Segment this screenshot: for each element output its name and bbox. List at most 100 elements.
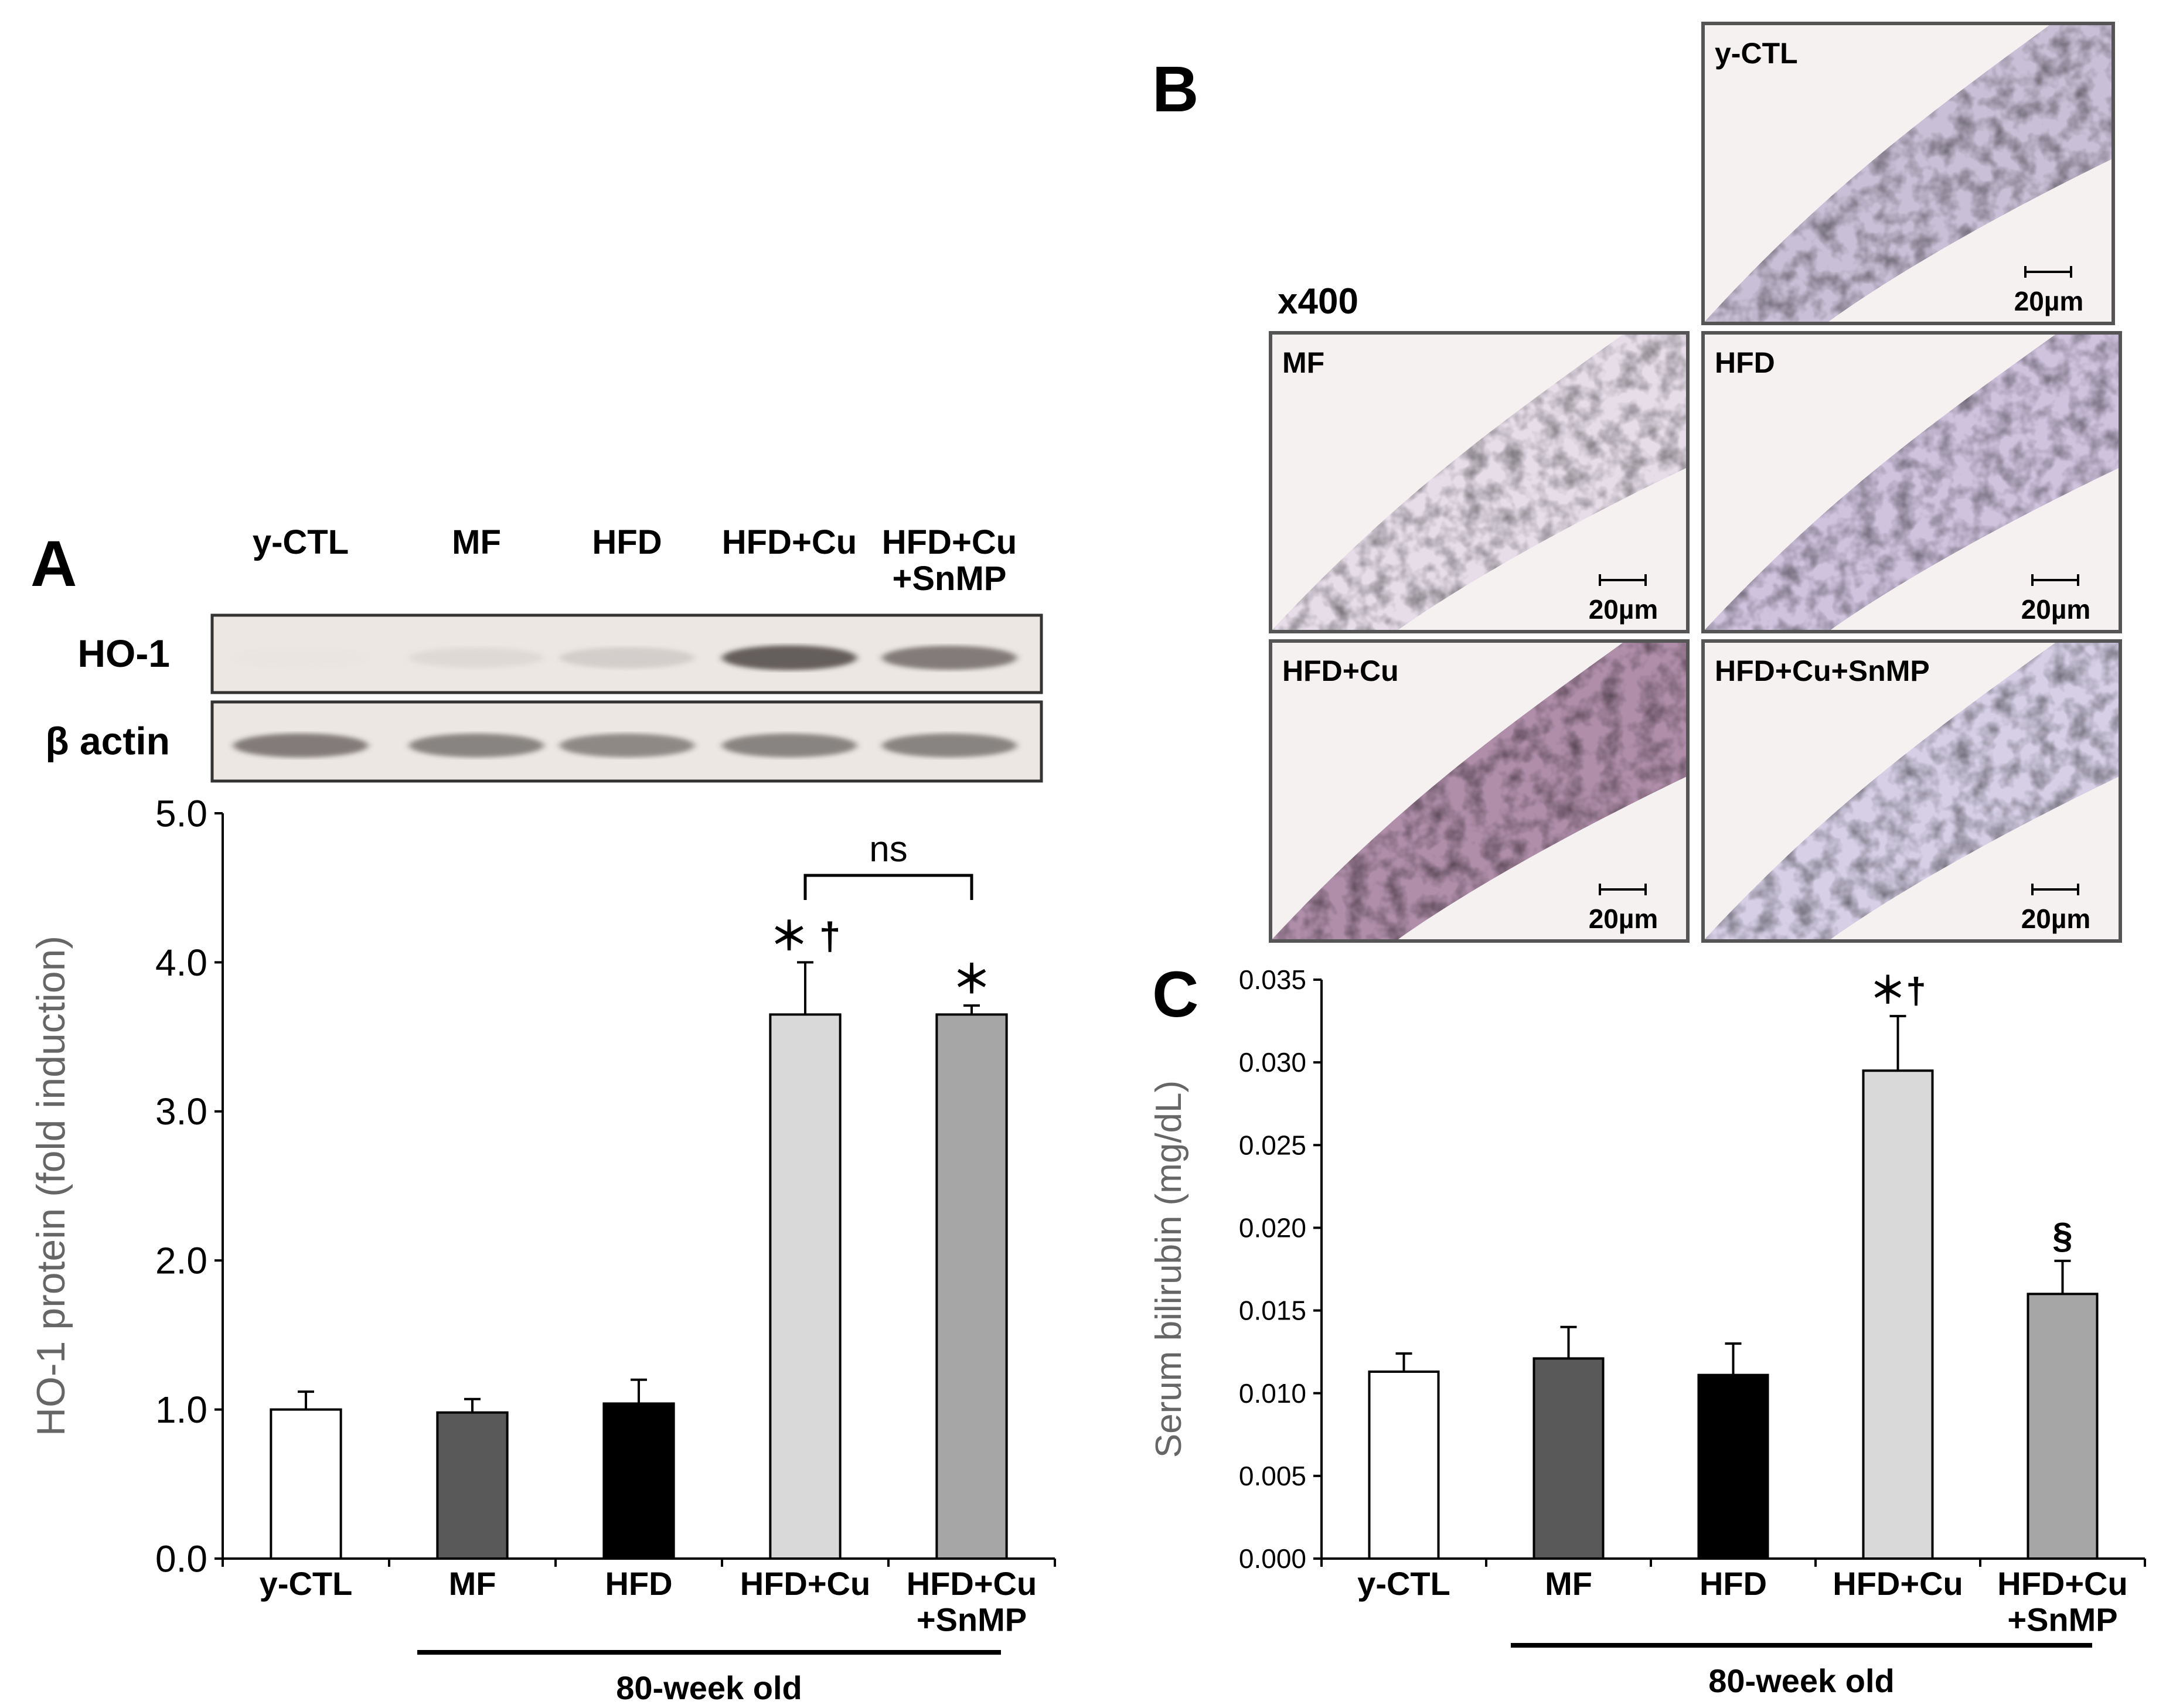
histology-panel-label: HFD+Cu xyxy=(1282,654,1399,687)
tissue-stain xyxy=(1703,333,2120,632)
histology-image: HFD+Cu 20µm xyxy=(1269,639,1690,943)
x-tick-label: MF xyxy=(449,1565,496,1602)
x-tick-label: HFD+Cu xyxy=(740,1565,870,1602)
scale-bar-label: 20µm xyxy=(1589,594,1658,625)
x-tick-label: y-CTL xyxy=(1357,1565,1450,1602)
wb-band xyxy=(233,648,368,667)
wb-lane-label: HFD+Cu xyxy=(722,523,857,561)
x-tick-label: HFD+Cu xyxy=(1833,1565,1963,1602)
bar xyxy=(436,1411,509,1560)
chart-ho1-protein: 0.0 1.0 2.0 3.0 4.0 5.0 HO-1 protein (fold ind… xyxy=(29,792,1056,1706)
image-frame xyxy=(1701,331,2122,633)
bracket-label: ns xyxy=(869,829,907,870)
y-tick-label: 4.0 xyxy=(155,942,207,984)
wb-row: HO-1 xyxy=(77,613,1043,694)
bar xyxy=(1368,1371,1440,1560)
y-tick-label: 3.0 xyxy=(155,1090,207,1133)
x-tick-label: HFD xyxy=(605,1565,672,1602)
wb-band xyxy=(722,645,857,670)
bar xyxy=(602,1402,675,1560)
y-tick-label: 1.0 xyxy=(155,1389,207,1431)
image-frame xyxy=(1269,331,1690,633)
y-tick-label: 5.0 xyxy=(155,792,207,834)
panel-label-c: C xyxy=(1152,959,1198,1031)
y-tick-label: 0.000 xyxy=(1239,1543,1306,1574)
scale-bar-label: 20µm xyxy=(1589,904,1658,934)
significance-marker: § xyxy=(2052,1216,2072,1256)
x-tick-label: HFD xyxy=(1700,1565,1767,1602)
wb-row: β actin xyxy=(45,700,1043,783)
tissue-stain xyxy=(1703,23,2113,323)
y-tick-label: 0.015 xyxy=(1239,1296,1306,1326)
scale-bar-label: 20µm xyxy=(2021,594,2091,625)
x-tick-label: y-CTL xyxy=(260,1565,353,1602)
bracket-line xyxy=(803,874,973,900)
y-tick-label: 0.010 xyxy=(1239,1378,1306,1409)
y-tick-label: 0.020 xyxy=(1239,1213,1306,1243)
significance-marker: ＊† xyxy=(1869,971,1926,1011)
group-label: 80-week old xyxy=(1708,1662,1894,1699)
histology-image: HFD 20µm xyxy=(1701,331,2122,633)
wb-band xyxy=(409,647,544,669)
bar xyxy=(2027,1293,2099,1560)
wb-band xyxy=(560,734,694,758)
tissue-stain xyxy=(1271,333,1688,632)
group-label: 80-week old xyxy=(616,1669,802,1706)
bar xyxy=(769,1013,842,1560)
bar xyxy=(935,1013,1008,1560)
wb-band xyxy=(882,733,1017,758)
wb-lane-label: HFD+Cu +SnMP xyxy=(882,523,1017,598)
wb-band xyxy=(409,733,544,758)
wb-lane-labels: y-CTL MF HFD HFD+Cu HFD+Cu +SnMP xyxy=(253,523,1017,598)
chart-serum-bilirubin: 0.000 0.005 0.010 0.015 0.020 0.025 0.030 0.035… xyxy=(1149,964,2146,1699)
y-axis-label: HO-1 protein (fold induction) xyxy=(29,936,73,1436)
histology-grid: y-CTL20µmMF20µmHFD20µmHFD+Cu20µmHFD+Cu+S… xyxy=(1269,22,2122,943)
image-frame xyxy=(1269,639,1690,943)
wb-band xyxy=(233,733,368,758)
bar xyxy=(1697,1373,1769,1560)
panel-label-a: A xyxy=(30,528,77,600)
image-frame xyxy=(1701,639,2122,943)
wb-band xyxy=(722,733,857,758)
histology-panel-label: HFD xyxy=(1715,346,1775,379)
wb-lane-label: MF xyxy=(452,523,501,561)
histology-image: y-CTL 20µm xyxy=(1701,22,2115,325)
histology-panel-label: y-CTL xyxy=(1715,37,1798,70)
wb-row-label: β actin xyxy=(45,720,170,763)
wb-lane-label: HFD xyxy=(592,523,662,561)
histology-panel-label: HFD+Cu+SnMP xyxy=(1715,654,1930,687)
y-tick-label: 0.030 xyxy=(1239,1047,1306,1078)
tissue-stain xyxy=(1271,641,1688,941)
wb-row-label: HO-1 xyxy=(77,632,170,675)
histology-image: HFD+Cu+SnMP 20µm xyxy=(1701,639,2122,943)
western-blot: y-CTL MF HFD HFD+Cu HFD+Cu +SnMP HO-1 β actin xyxy=(45,523,1043,783)
wb-lane-label: y-CTL xyxy=(253,523,349,561)
y-tick-label: 0.005 xyxy=(1239,1461,1306,1491)
wb-band xyxy=(882,646,1017,670)
y-tick-label: 0.0 xyxy=(155,1537,207,1580)
histology-panel-label: MF xyxy=(1282,346,1324,379)
y-tick-label: 2.0 xyxy=(155,1240,207,1282)
x-tick-label: MF xyxy=(1545,1565,1592,1602)
bar xyxy=(1862,1069,1934,1560)
x-tick-label: HFD+Cu +SnMP xyxy=(1997,1565,2127,1638)
tissue-stain xyxy=(1703,641,2120,941)
significance-marker: ＊ † xyxy=(769,914,840,957)
magnification-label: x400 xyxy=(1278,281,1358,322)
wb-rows: HO-1 β actin xyxy=(45,613,1043,783)
scale-bar-label: 20µm xyxy=(2021,904,2091,934)
significance-marker: ＊ xyxy=(952,957,991,1001)
histology-image: MF 20µm xyxy=(1269,331,1690,633)
histology-panel: x400 y-CTL20µmMF20µmHFD20µmHFD+Cu20µmHFD… xyxy=(1269,22,2122,943)
y-tick-label: 0.025 xyxy=(1239,1130,1306,1160)
image-frame xyxy=(1701,22,2115,325)
y-tick-label: 0.035 xyxy=(1239,964,1306,995)
bar xyxy=(270,1408,342,1560)
panel-label-b: B xyxy=(1152,53,1198,125)
x-tick-label: HFD+Cu +SnMP xyxy=(907,1565,1037,1638)
y-axis-label: Serum bilirubin (mg/dL) xyxy=(1149,1080,1189,1458)
bar xyxy=(1532,1357,1605,1560)
scale-bar-label: 20µm xyxy=(2014,286,2084,316)
wb-band xyxy=(560,647,694,669)
